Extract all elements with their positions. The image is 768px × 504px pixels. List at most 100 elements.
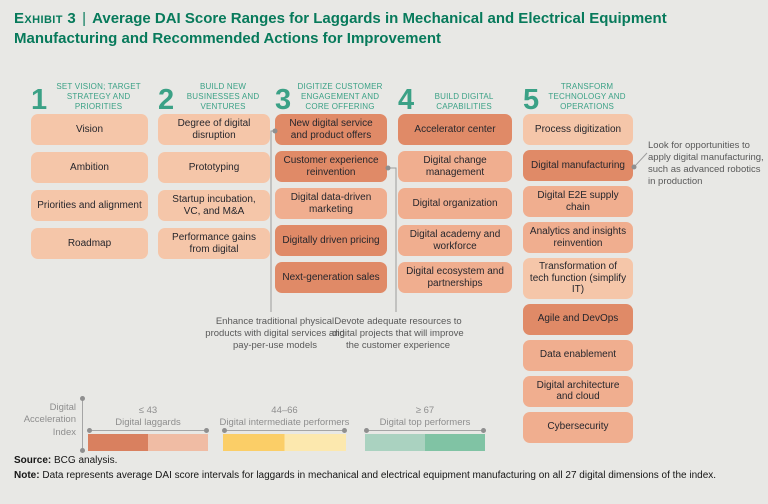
box-prototyping: Prototyping <box>158 152 270 183</box>
legend-name: Digital laggards <box>115 417 181 429</box>
column-4-header: 4 BUILD DIGITAL CAPABILITIES <box>398 66 512 117</box>
column-2: 2 BUILD NEW BUSINESSES AND VENTURES Degree… <box>158 66 270 259</box>
box-label: Digital ecosystem and partnerships <box>406 266 504 289</box>
legend-color-bar <box>223 434 346 451</box>
column-5-header: 5 TRANSFORM TECHNOLOGY AND OPERATIONS <box>523 66 633 117</box>
box-accelerator-center: Accelerator center <box>398 114 512 145</box>
box-next-generation-sales: Next-generation sales <box>275 262 387 293</box>
box-digital-organization: Digital organization <box>398 188 512 219</box>
legend-range-line <box>87 428 209 433</box>
box-analytics-and-insights-reinvention: Analytics and insights reinvention <box>523 222 633 253</box>
box-performance-gains-from-digital: Performance gains from digital <box>158 228 270 259</box>
box-label: Digital academy and workforce <box>409 229 501 252</box>
box-label: Digital change management <box>423 155 487 178</box>
legend-segment-digital-top-performers: ≥ 67 Digital top performers <box>364 396 486 456</box>
box-label: Digital organization <box>412 197 498 209</box>
legend-segment-digital-laggards: ≤ 43 Digital laggards <box>87 396 209 456</box>
box-customer-experience-reinvention: Customer experience reinvention <box>275 151 387 182</box>
legend-name: Digital intermediate performers <box>219 417 350 429</box>
box-degree-of-digital-disruption: Degree of digital disruption <box>158 114 270 145</box>
title-separator: | <box>82 10 87 27</box>
box-roadmap: Roadmap <box>31 228 148 259</box>
legend-color-bar <box>88 434 208 451</box>
title-text: Average DAI Score Ranges for Laggards in… <box>14 10 667 48</box>
box-label: Digital data-driven marketing <box>290 192 372 215</box>
column-3-boxes: New digital service and product offers Cu… <box>275 114 387 293</box>
column-2-title: BUILD NEW BUSINESSES AND VENTURES <box>186 82 260 111</box>
annotation-manufacturing-note: Look for opportunities to apply digital … <box>648 140 764 188</box>
box-label: Digital E2E supply chain <box>537 190 619 213</box>
box-digital-e2e-supply-chain: Digital E2E supply chain <box>523 186 633 217</box>
page-title: Exhibit 3 | Average DAI Score Ranges for L… <box>14 9 750 50</box>
column-2-header: 2 BUILD NEW BUSINESSES AND VENTURES <box>158 66 270 117</box>
annotation-product-note: Enhance traditional physical products wi… <box>205 316 345 352</box>
box-digital-change-management: Digital change management <box>398 151 512 182</box>
column-4-boxes: Accelerator center Digital change managem… <box>398 114 512 293</box>
box-new-digital-service-and-product-offers: New digital service and product offers <box>275 114 387 145</box>
box-label: Digitally driven pricing <box>282 234 380 246</box>
box-label: Vision <box>75 123 104 135</box>
source-text: BCG analysis. <box>51 455 118 466</box>
legend-range: ≤ 43 <box>138 405 158 417</box>
column-3-header: 3 DIGITIZE CUSTOMER ENGAGEMENT AND CORE O… <box>275 66 387 115</box>
legend-segment-label: ≤ 43 Digital laggards <box>72 405 224 429</box>
column-4-number: 4 <box>398 84 415 117</box>
box-digital-data-driven-marketing: Digital data-driven marketing <box>275 188 387 219</box>
box-label: Data enablement <box>539 349 617 361</box>
box-digitally-driven-pricing: Digitally driven pricing <box>275 225 387 256</box>
box-digital-architecture-and-cloud: Digital architecture and cloud <box>523 375 633 407</box>
box-label: Prototyping <box>188 161 240 173</box>
box-label: Process digitization <box>534 123 622 135</box>
column-4-title: BUILD DIGITAL CAPABILITIES <box>434 92 494 111</box>
box-label: Agile and DevOps <box>537 313 619 325</box>
legend-range-line <box>364 428 486 433</box>
column-1-header: 1 SET VISION; TARGET STRATEGY AND PRIORIT… <box>31 66 148 117</box>
box-label: Priorities and alignment <box>37 199 142 211</box>
box-label: New digital service and product offers <box>289 118 373 141</box>
box-transformation-of-tech-function-simplify-it: Transformation of tech function (simplif… <box>523 258 633 299</box>
column-4: 4 BUILD DIGITAL CAPABILITIES Accelerator c… <box>398 66 512 293</box>
column-5-number: 5 <box>523 84 540 117</box>
box-label: Degree of digital disruption <box>177 118 251 141</box>
box-data-enablement: Data enablement <box>523 339 633 371</box>
column-1-title: SET VISION; TARGET STRATEGY AND PRIORITI… <box>56 82 141 111</box>
note-text: Data represents average DAI score interv… <box>39 469 717 481</box>
box-label: Startup incubation, VC, and M&A <box>172 194 256 217</box>
box-agile-and-devops: Agile and DevOps <box>523 303 633 335</box>
annotation-customer-note: Devote adequate resources to digital pro… <box>332 316 464 352</box>
leader-line-manufacturing-note <box>633 152 648 168</box>
column-1-boxes: Vision Ambition Priorities and alignment Ro… <box>31 114 148 259</box>
legend-range-line <box>222 428 347 433</box>
box-label: Performance gains from digital <box>172 232 256 255</box>
dai-axis-line <box>80 396 85 453</box>
source-label: Source: <box>14 455 52 466</box>
column-2-boxes: Degree of digital disruption Prototyping S… <box>158 114 270 259</box>
column-3: 3 DIGITIZE CUSTOMER ENGAGEMENT AND CORE O… <box>275 66 387 293</box>
box-label: Digital architecture and cloud <box>536 379 620 403</box>
legend-color-bar <box>365 434 485 451</box>
legend-segment-label: ≥ 67 Digital top performers <box>349 405 501 429</box>
box-label: Cybersecurity <box>547 421 609 433</box>
box-cybersecurity: Cybersecurity <box>523 411 633 443</box>
legend-name: Digital top performers <box>379 417 471 429</box>
box-label: Analytics and insights reinvention <box>529 226 627 249</box>
box-digital-academy-and-workforce: Digital academy and workforce <box>398 225 512 256</box>
leader-line-customer-note <box>388 167 397 312</box>
box-startup-incubation-vc-and-m-a: Startup incubation, VC, and M&A <box>158 190 270 221</box>
box-label: Transformation of tech function (simplif… <box>529 261 627 295</box>
box-label: Next-generation sales <box>282 271 380 283</box>
column-5-boxes: Process digitization Digital manufacturin… <box>523 114 633 443</box>
note-line: Note: Data represents average DAI score … <box>14 469 762 484</box>
column-2-number: 2 <box>158 84 175 117</box>
dai-axis-label: Digital Acceleration Index <box>23 402 76 438</box>
box-label: Roadmap <box>67 237 112 249</box>
column-1-number: 1 <box>31 84 48 117</box>
legend-range: 44–66 <box>271 405 298 417</box>
box-vision: Vision <box>31 114 148 145</box>
box-digital-ecosystem-and-partnerships: Digital ecosystem and partnerships <box>398 262 512 293</box>
column-5: 5 TRANSFORM TECHNOLOGY AND OPERATIONS Proc… <box>523 66 633 443</box>
note-label: Note: <box>14 469 40 481</box>
box-priorities-and-alignment: Priorities and alignment <box>31 190 148 221</box>
box-label: Accelerator center <box>414 123 496 135</box>
column-1: 1 SET VISION; TARGET STRATEGY AND PRIORIT… <box>31 66 148 259</box>
